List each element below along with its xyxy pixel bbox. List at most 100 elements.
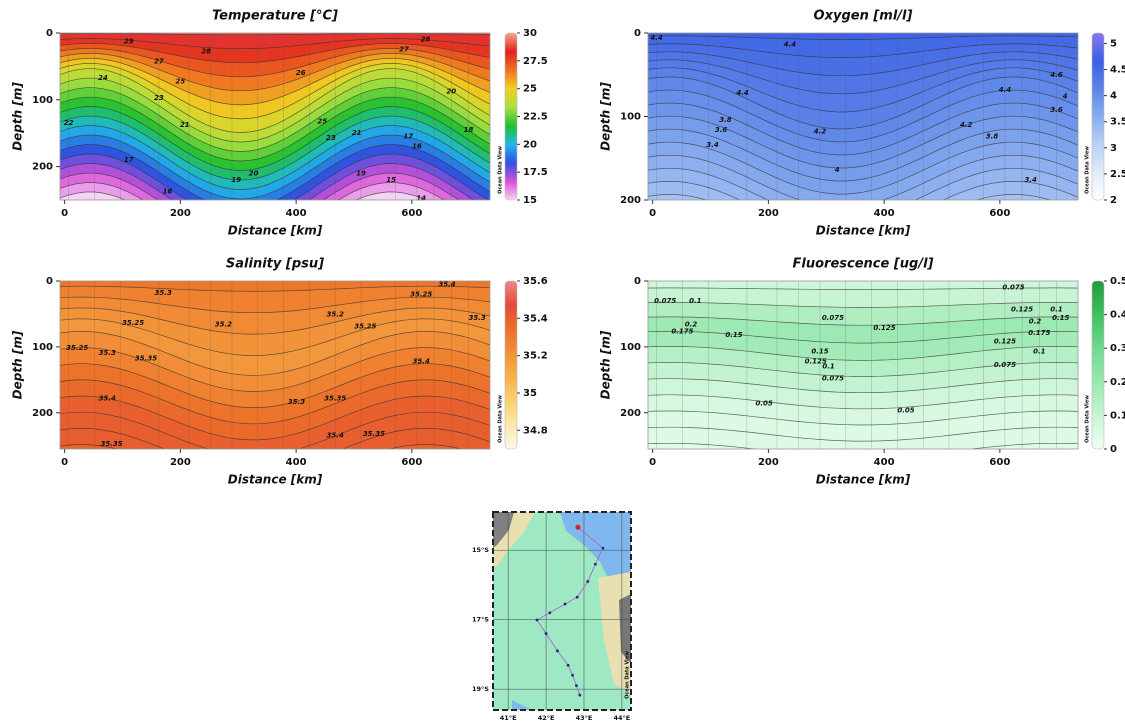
contour-line (648, 442, 1078, 449)
contour-label: 35.3 (99, 349, 116, 357)
contour-line (648, 51, 1078, 77)
x-tick-label: 41°E (500, 714, 517, 722)
contour-label: 25 (176, 77, 186, 85)
contour-label: 35.25 (354, 322, 376, 330)
contour-line (60, 182, 445, 200)
contour-line (648, 154, 1078, 200)
color-band (60, 444, 462, 449)
contour-label: 4 (835, 166, 840, 174)
contour-label: 0.175 (1028, 329, 1050, 337)
contour-label: 27 (154, 57, 164, 65)
x-tick-label: 400 (874, 208, 895, 219)
contour-label: 35.4 (327, 432, 344, 440)
contour-line (60, 379, 490, 425)
contour-line (648, 89, 1078, 143)
color-band (648, 427, 1078, 449)
contour-line (648, 141, 1078, 195)
contour-label: 22 (64, 119, 74, 127)
contour-line (60, 296, 490, 314)
y-tick-label: 0 (46, 276, 53, 287)
colorbar-tick-label: 20 (523, 139, 537, 150)
contour-line (648, 102, 1078, 156)
contour-label: 4.4 (999, 86, 1012, 94)
contour-line (60, 363, 490, 408)
x-tick-label: 44°E (614, 714, 631, 722)
contour-label: 29 (124, 37, 134, 45)
color-band (648, 194, 1051, 200)
colorbar-tick-label: 35.2 (523, 351, 548, 362)
contour-label: 16 (163, 188, 173, 196)
contour-label: 35.2 (327, 311, 344, 319)
plot-frame (647, 280, 1079, 450)
contour-line (648, 346, 1078, 361)
colorbar-tick-label: 0.2 (1110, 377, 1125, 388)
contour-line (60, 48, 490, 78)
contour-label: 3.6 (715, 126, 728, 134)
x-tick-label: 200 (170, 457, 191, 468)
x-axis-label: Distance [km] (816, 473, 911, 487)
contour-label: 4.4 (736, 89, 749, 97)
contour-line (60, 43, 490, 64)
contour-label: 4.4 (650, 34, 663, 42)
station (586, 580, 590, 583)
watermark: Ocean Data View (498, 146, 504, 194)
contour-label: 0.2 (685, 321, 698, 329)
station (544, 632, 548, 635)
contour-label: 26 (296, 69, 306, 77)
contour-label: 16 (412, 143, 422, 151)
contour-label: 19 (231, 176, 241, 184)
y-tick-label: 200 (620, 195, 641, 206)
x-tick-label: 0 (649, 208, 656, 219)
contour-line (648, 362, 1078, 377)
colorbar-tick-label: 35.4 (523, 313, 548, 324)
color-band (60, 192, 426, 200)
watermark: Ocean Data View (498, 395, 504, 443)
colorbar-tick-label: 4 (1110, 91, 1117, 102)
colorbar-tick-label: 3 (1110, 143, 1117, 154)
contour-line (648, 167, 1078, 200)
y-axis-label: Depth [m] (599, 82, 613, 151)
contour-label: 35.25 (66, 344, 88, 352)
chart-title: Fluorescence [ug/l] (793, 257, 934, 272)
y-tick-label: 100 (620, 342, 641, 353)
colorbar-tick-label: 17.5 (523, 167, 548, 178)
contour-label: 20 (446, 87, 456, 95)
field (60, 281, 490, 449)
contour-label: 0.125 (1011, 306, 1033, 314)
contour-label: 35.3 (155, 289, 172, 297)
y-tick-label: 15°S (472, 546, 489, 554)
contour-line (648, 378, 1078, 394)
contour-label: 0.125 (873, 324, 895, 332)
station (571, 673, 575, 677)
x-tick-label: 400 (286, 457, 307, 468)
contour-line (60, 53, 490, 92)
colorbar-tick-label: 0.3 (1110, 343, 1125, 354)
contour-line (60, 331, 490, 376)
contour-line (60, 96, 490, 162)
contour-line (648, 35, 1078, 40)
y-tick-label: 200 (32, 162, 53, 173)
contour-line (648, 426, 1078, 442)
x-axis-label: Distance [km] (228, 224, 323, 238)
x-tick-label: 600 (989, 208, 1010, 219)
contour-label: 0.15 (1052, 314, 1069, 322)
contour-line (648, 59, 1078, 95)
contour-label: 14 (416, 194, 426, 202)
colorbar-tick-label: 34.8 (523, 425, 548, 436)
contour-label: 21 (180, 121, 190, 129)
colorbar-tick-label: 2.5 (1110, 169, 1125, 180)
station (593, 562, 597, 566)
contour-label: 35.4 (413, 358, 430, 366)
contour-line (60, 134, 490, 200)
contour-label: 21 (352, 129, 362, 137)
contour-label: 35.35 (324, 395, 346, 403)
contour-label: 0.15 (811, 348, 828, 356)
colorbar-tick-label: 25 (523, 84, 537, 95)
contour-line (648, 76, 1078, 130)
start-station (575, 524, 581, 530)
contour-label: 3.4 (706, 141, 719, 149)
contour-label: 0.075 (654, 297, 676, 305)
contour-line (60, 38, 490, 50)
field (648, 281, 1078, 449)
colorbar-tick-label: 2 (1110, 195, 1117, 206)
